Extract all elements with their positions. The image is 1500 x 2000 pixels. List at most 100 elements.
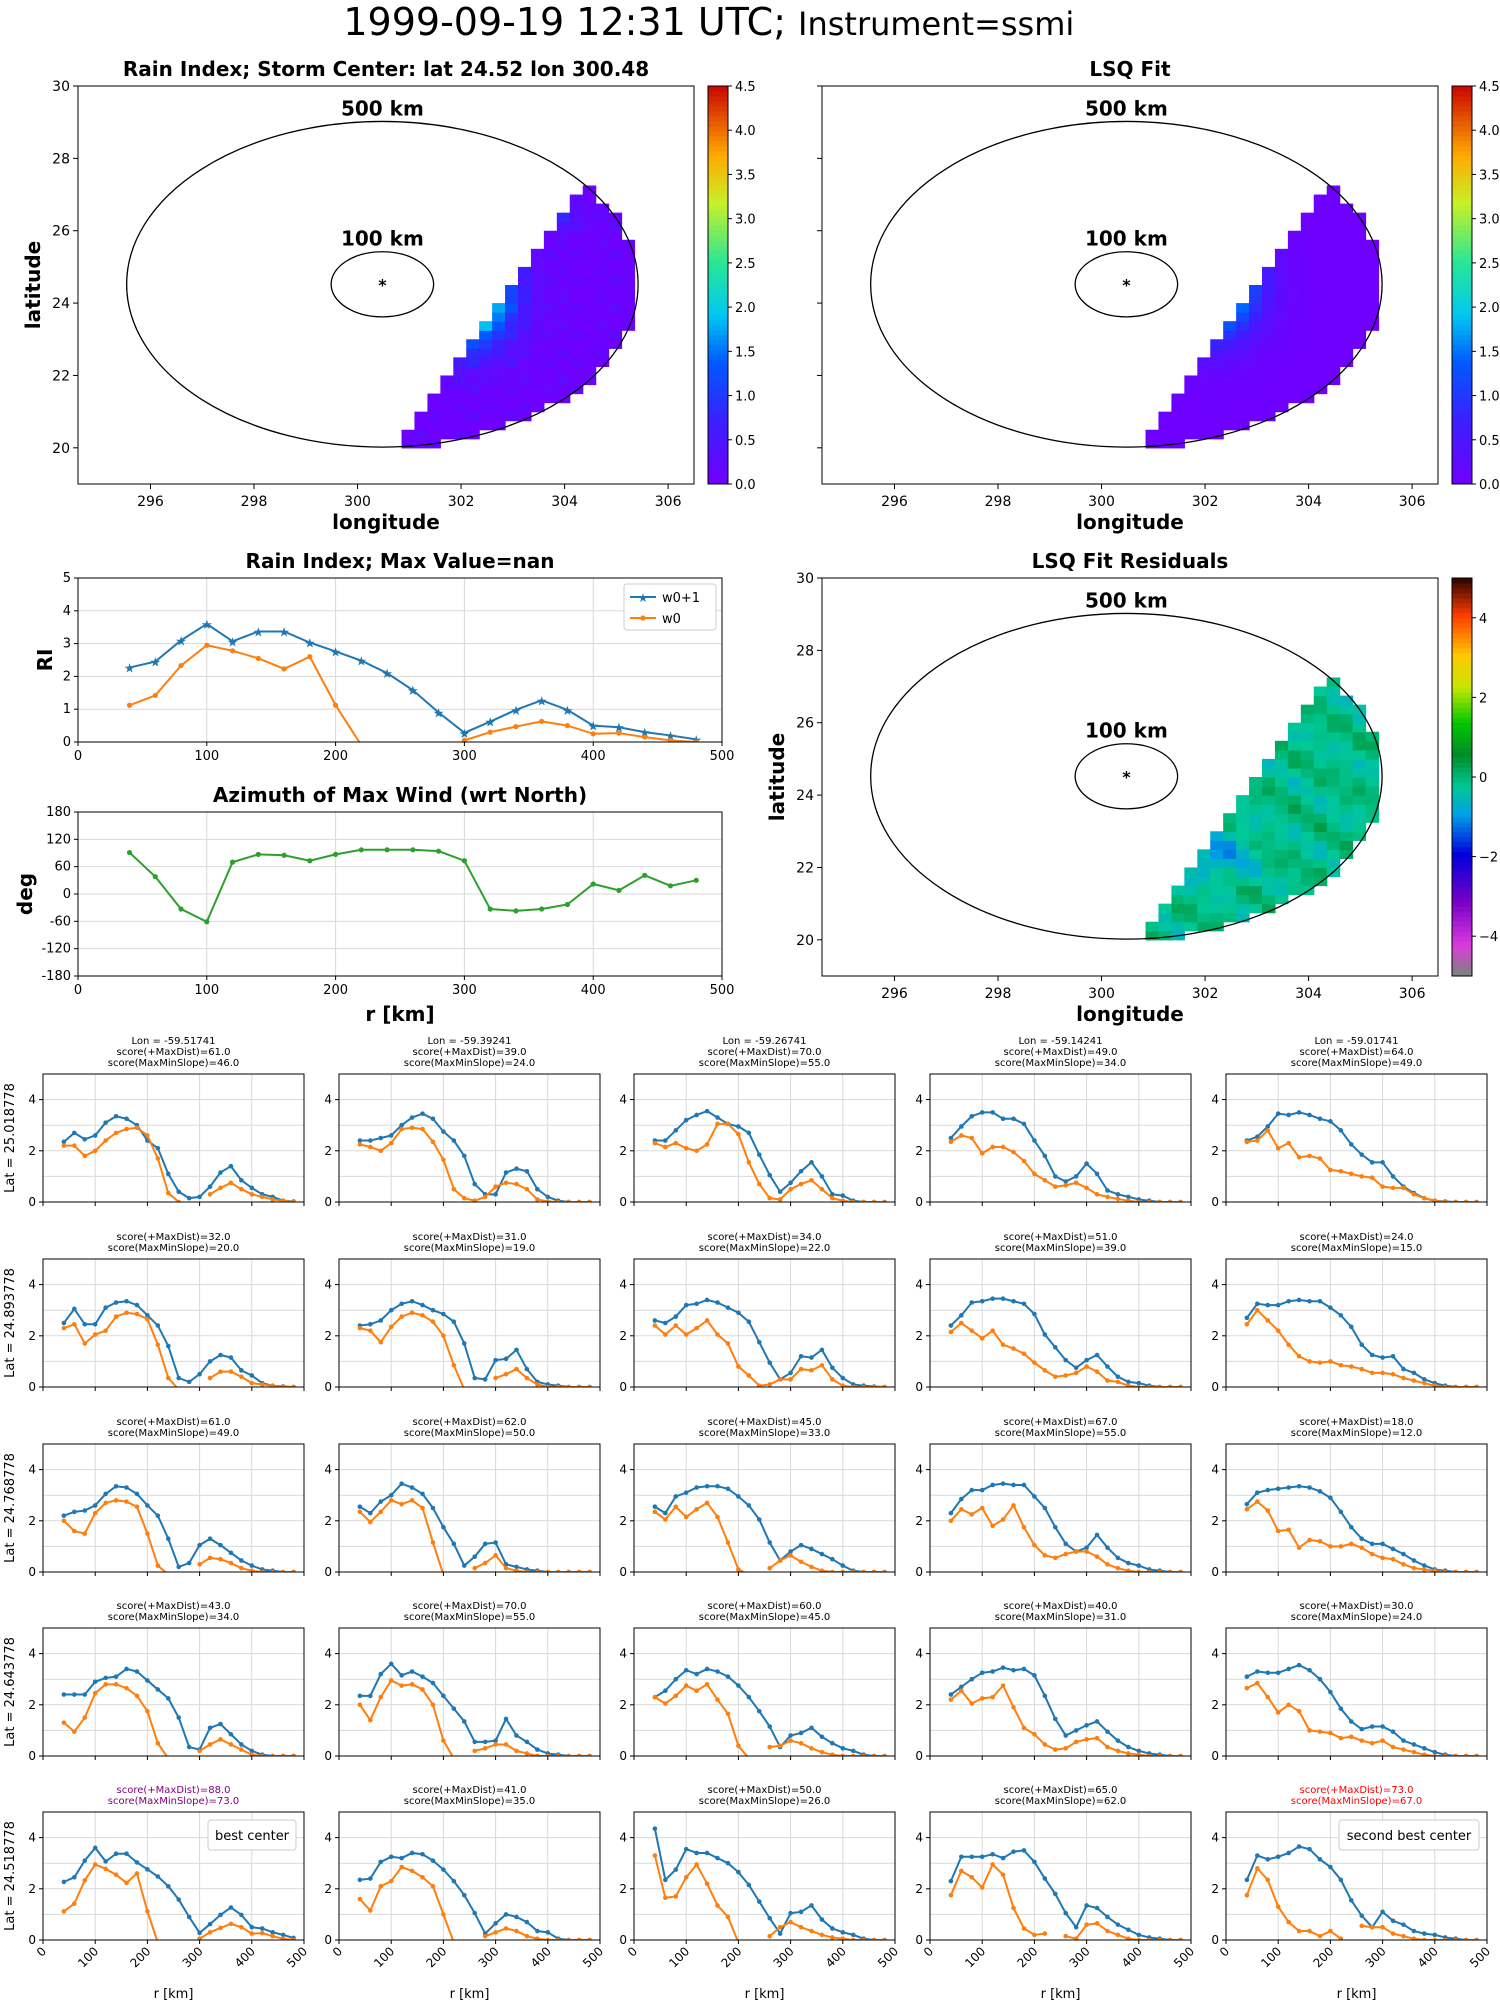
w0-point bbox=[1105, 1928, 1110, 1934]
panel-score-dist: score(+MaxDist)=65.0 bbox=[1004, 1785, 1118, 1796]
swath-cell bbox=[1184, 876, 1198, 887]
colorbar-segment bbox=[1452, 95, 1472, 102]
colorbar-segment bbox=[1452, 896, 1472, 902]
colorbar-segment bbox=[708, 265, 728, 271]
w0p1-point bbox=[420, 1111, 425, 1116]
swath-cell bbox=[1274, 876, 1289, 887]
swath-cell bbox=[1326, 330, 1341, 340]
x-tick-label: 304 bbox=[551, 494, 578, 510]
swath-cell bbox=[1326, 321, 1341, 331]
w0p1-point bbox=[92, 1321, 98, 1327]
colorbar-segment bbox=[1452, 344, 1472, 351]
w0-point bbox=[1390, 1556, 1396, 1562]
w0-line bbox=[654, 1122, 885, 1202]
w0-point bbox=[830, 1752, 835, 1756]
swath-cell bbox=[1300, 740, 1315, 751]
grid-panel: score(MaxMinSlope)=12.0score(+MaxDist)=1… bbox=[1211, 1417, 1488, 1579]
colorbar-segment bbox=[1452, 846, 1472, 853]
label-500km: 500 km bbox=[341, 96, 424, 120]
w0p1-point bbox=[228, 1905, 234, 1910]
swath-cell bbox=[1210, 867, 1224, 878]
w0-point bbox=[399, 1864, 404, 1870]
w0p1-point bbox=[493, 1357, 498, 1363]
swath-cell bbox=[1274, 348, 1289, 358]
plot-area bbox=[1244, 1110, 1479, 1202]
swath-cell bbox=[1365, 731, 1380, 742]
w0-point bbox=[1178, 1753, 1183, 1756]
swath-cell bbox=[543, 348, 558, 358]
swath-cell bbox=[1262, 867, 1276, 878]
y-tick-label: 4 bbox=[1211, 1278, 1219, 1292]
plot-frame bbox=[633, 1811, 896, 1941]
w0-point bbox=[420, 1126, 425, 1132]
w0-point bbox=[1052, 1555, 1058, 1561]
grid-panel: score(MaxMinSlope)=55.0score(+MaxDist)=7… bbox=[324, 1601, 601, 1763]
w0p1-point bbox=[1115, 1555, 1121, 1561]
w0-point bbox=[1255, 1307, 1260, 1313]
colorbar-segment bbox=[1452, 105, 1472, 112]
swath-cell bbox=[466, 348, 480, 358]
w0p1-point bbox=[756, 1517, 762, 1522]
swath-cell bbox=[1352, 257, 1367, 268]
swath-cell bbox=[1274, 795, 1289, 805]
colorbar-segment bbox=[1452, 90, 1472, 97]
w0-point bbox=[259, 1753, 265, 1756]
swath-cell bbox=[440, 411, 454, 422]
w0-point bbox=[535, 1197, 540, 1202]
colorbar-segment bbox=[1452, 826, 1472, 833]
w0p1-point bbox=[673, 1676, 679, 1682]
grid-panel: score(MaxMinSlope)=67.0score(+MaxDist)=7… bbox=[1211, 1785, 1493, 2000]
colorbar-segment bbox=[1452, 707, 1472, 713]
swath-cell bbox=[1339, 239, 1354, 250]
w0-point bbox=[969, 1874, 975, 1880]
w0-line bbox=[950, 1134, 1181, 1202]
swath-cell bbox=[518, 357, 532, 368]
w0-point bbox=[229, 648, 236, 654]
swath-cell bbox=[1274, 813, 1289, 823]
swath-cell bbox=[1184, 393, 1198, 404]
w0-point bbox=[1011, 1503, 1016, 1508]
w0-line bbox=[63, 1126, 180, 1202]
colorbar-segment bbox=[708, 180, 728, 186]
colorbar-segment bbox=[1452, 165, 1472, 172]
colorbar-segment bbox=[1452, 602, 1472, 609]
swath-cell bbox=[492, 420, 506, 431]
legend-marker-w0 bbox=[640, 615, 646, 621]
w0-point bbox=[1265, 1128, 1271, 1133]
w0-point bbox=[503, 1180, 509, 1186]
x-axis-label: longitude bbox=[332, 510, 440, 534]
colorbar-segment bbox=[708, 220, 728, 226]
w0p1-point bbox=[798, 1909, 804, 1915]
w0-point bbox=[725, 1341, 731, 1346]
y-tick-label: 2 bbox=[915, 1144, 923, 1158]
w0p1-point bbox=[788, 1370, 793, 1376]
w0p1-line bbox=[63, 1667, 294, 1756]
swath-cell bbox=[1236, 402, 1250, 413]
w0p1-point bbox=[1390, 1729, 1396, 1734]
w0-point bbox=[1307, 1728, 1312, 1733]
swath-cell bbox=[556, 384, 571, 395]
w0-point bbox=[1052, 1747, 1058, 1752]
swath-cell bbox=[1249, 903, 1263, 914]
colorbar-segment bbox=[1452, 120, 1472, 127]
swath-cell bbox=[414, 420, 429, 431]
w0-point bbox=[1390, 1744, 1396, 1750]
w0-point bbox=[357, 1702, 363, 1708]
w0p1-point bbox=[840, 1930, 846, 1935]
azimuth-point bbox=[152, 874, 158, 880]
w0-point bbox=[683, 1332, 689, 1337]
swath-cell bbox=[1262, 849, 1276, 860]
w0p1-point bbox=[1000, 1665, 1006, 1670]
w0p1-point bbox=[948, 1135, 954, 1141]
swath-cell bbox=[1326, 203, 1341, 214]
swath-cell bbox=[556, 348, 571, 358]
swath-cell bbox=[1339, 795, 1354, 805]
w0-point bbox=[819, 1186, 825, 1192]
w0-point bbox=[218, 1369, 223, 1374]
panel-score-slope: score(MaxMinSlope)=55.0 bbox=[995, 1428, 1126, 1439]
swath-cell bbox=[1184, 885, 1198, 896]
w0p1-point bbox=[1032, 1673, 1037, 1678]
swath-cell bbox=[1326, 740, 1341, 751]
swath-cell bbox=[608, 285, 623, 295]
